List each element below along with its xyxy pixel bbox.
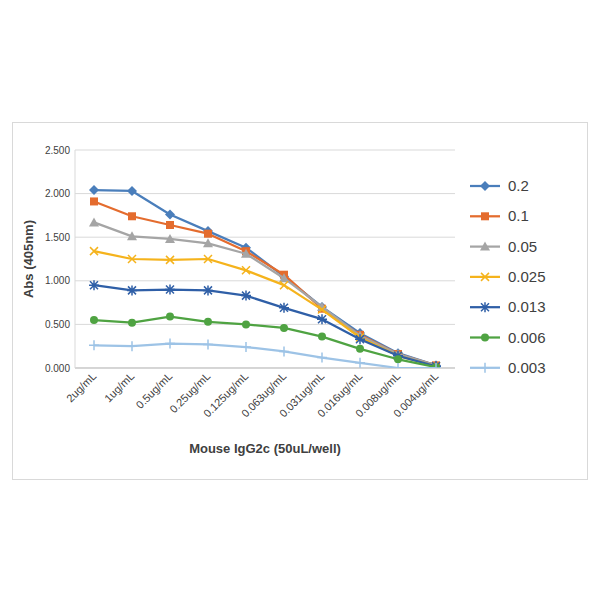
y-tick-label: 1.500 xyxy=(45,232,70,243)
marker xyxy=(166,256,174,264)
marker xyxy=(89,340,99,350)
marker xyxy=(204,230,212,238)
marker xyxy=(90,247,98,255)
series-line xyxy=(94,317,436,368)
y-tick-label: 2.000 xyxy=(45,188,70,199)
series-line xyxy=(94,344,436,368)
legend-marker xyxy=(481,334,489,342)
grid-line xyxy=(75,150,455,151)
chart-container: 0.000 0.500 1.000 1.500 2.000 2.500 2ug/mL1ug/… xyxy=(0,0,600,600)
y-tick-label: 0.500 xyxy=(45,319,70,330)
legend-marker xyxy=(480,242,490,251)
marker xyxy=(318,306,326,314)
chart-frame xyxy=(13,123,588,480)
y-tick-label: 2.500 xyxy=(45,145,70,156)
x-axis-title: Mouse IgG2c (50uL/well) xyxy=(189,441,341,456)
y-tick-label: 0.000 xyxy=(45,363,70,374)
marker xyxy=(241,291,251,301)
legend-marker xyxy=(480,181,490,191)
marker xyxy=(127,186,137,196)
marker xyxy=(280,324,288,332)
legend-label: 0.1 xyxy=(508,207,529,224)
marker xyxy=(128,212,136,220)
series-line xyxy=(94,190,436,365)
legend-label: 0.003 xyxy=(508,359,546,376)
y-tick-label: 1.000 xyxy=(45,275,70,286)
marker xyxy=(166,313,174,321)
series-line xyxy=(94,222,436,365)
legend-label: 0.006 xyxy=(508,329,546,346)
marker xyxy=(128,319,136,327)
legend-marker xyxy=(481,212,489,220)
plot-area xyxy=(89,185,441,368)
marker xyxy=(280,281,288,289)
x-tick-label: 0.004ug/mL xyxy=(391,370,441,420)
grid-line xyxy=(75,280,455,281)
marker xyxy=(279,303,289,313)
marker xyxy=(127,285,137,295)
legend-marker xyxy=(481,273,489,281)
marker xyxy=(242,320,250,328)
marker xyxy=(165,339,175,349)
marker xyxy=(356,345,364,353)
marker xyxy=(90,316,98,324)
marker xyxy=(165,285,175,295)
legend-label: 0.025 xyxy=(508,268,546,285)
chart-svg: 0.000 0.500 1.000 1.500 2.000 2.500 2ug/mL1ug/… xyxy=(0,0,600,600)
x-tick-label: 2ug/mL xyxy=(64,370,98,404)
marker xyxy=(431,363,441,368)
marker xyxy=(90,197,98,205)
legend: 0.2 0.1 0.05 0.025 0.013 0.006 0.003 xyxy=(470,177,546,376)
marker xyxy=(165,234,175,243)
series-line xyxy=(94,201,436,365)
marker xyxy=(89,280,99,290)
marker xyxy=(317,353,327,363)
marker xyxy=(394,355,402,363)
marker xyxy=(89,185,99,195)
marker xyxy=(166,221,174,229)
legend-label: 0.013 xyxy=(508,298,546,315)
x-tick-label: 1ug/mL xyxy=(102,370,136,404)
y-axis-title: Abs (405nm) xyxy=(21,220,36,298)
series-line xyxy=(94,285,436,366)
marker xyxy=(355,358,365,368)
legend-marker xyxy=(480,302,490,312)
marker xyxy=(204,318,212,326)
legend-label: 0.2 xyxy=(508,177,529,194)
marker xyxy=(89,217,99,226)
marker xyxy=(318,333,326,341)
marker xyxy=(393,363,403,368)
marker xyxy=(204,255,212,263)
marker xyxy=(127,341,137,351)
marker xyxy=(241,342,251,352)
y-axis-line xyxy=(75,150,76,368)
marker xyxy=(127,231,137,240)
background xyxy=(0,0,600,600)
legend-label: 0.05 xyxy=(508,238,537,255)
marker xyxy=(203,339,213,349)
marker xyxy=(203,285,213,295)
marker xyxy=(203,238,213,247)
marker xyxy=(128,255,136,263)
marker xyxy=(242,266,250,274)
marker xyxy=(241,249,251,258)
marker xyxy=(355,334,365,344)
marker xyxy=(317,314,327,324)
marker xyxy=(279,346,289,356)
marker xyxy=(165,210,175,220)
legend-marker xyxy=(480,363,490,373)
